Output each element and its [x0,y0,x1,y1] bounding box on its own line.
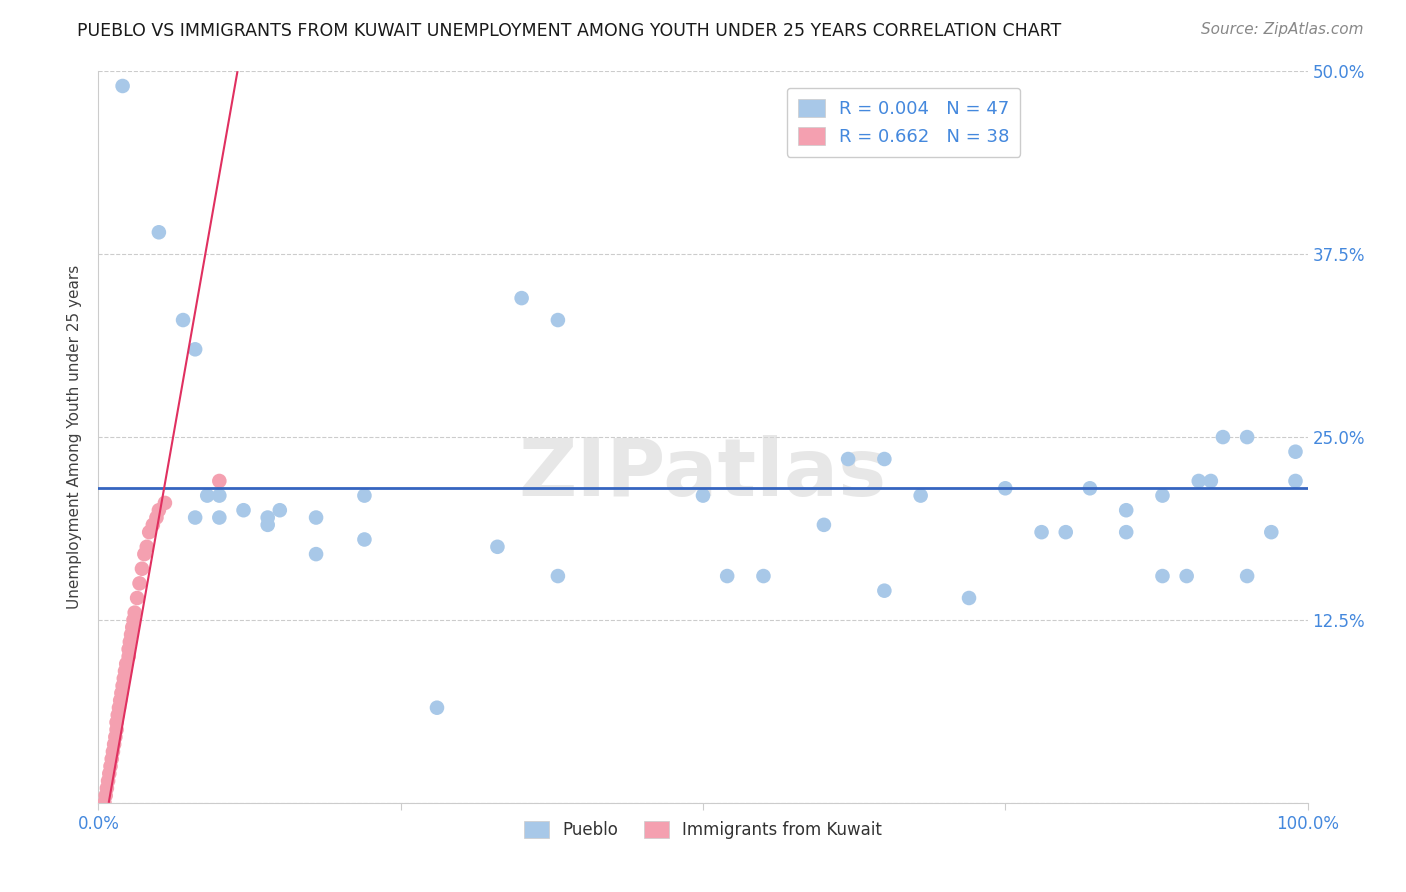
Point [142,517,165,532]
Point [1212,430,1234,444]
Point [1054,525,1077,540]
Point [115,657,138,671]
Text: Source: ZipAtlas.com: Source: ZipAtlas.com [1201,22,1364,37]
Point [1152,489,1174,503]
Point [105,715,128,730]
Point [752,569,775,583]
Point [1236,569,1258,583]
Point [110,686,132,700]
Point [1115,525,1137,540]
Point [184,343,207,357]
Point [1284,444,1306,458]
Point [100,759,122,773]
Point [1188,474,1211,488]
Point [232,503,254,517]
Point [305,547,328,561]
Point [145,510,167,524]
Point [148,503,170,517]
Point [127,591,149,605]
Y-axis label: Unemployment Among Youth under 25 years: Unemployment Among Youth under 25 years [67,265,83,609]
Point [122,613,145,627]
Point [208,474,231,488]
Point [256,517,278,532]
Point [1175,569,1198,583]
Point [138,525,160,540]
Point [103,737,125,751]
Point [910,489,932,503]
Point [107,708,129,723]
Point [269,503,291,517]
Point [305,510,328,524]
Point [98,766,121,780]
Point [716,569,738,583]
Point [93,796,115,810]
Point [104,730,127,744]
Point [184,510,207,524]
Point [256,510,278,524]
Point [994,481,1017,495]
Point [510,291,533,305]
Point [100,752,122,766]
Point [112,672,135,686]
Point [172,313,194,327]
Point [135,540,157,554]
Point [124,606,146,620]
Text: PUEBLO VS IMMIGRANTS FROM KUWAIT UNEMPLOYMENT AMONG YOUTH UNDER 25 YEARS CORRELA: PUEBLO VS IMMIGRANTS FROM KUWAIT UNEMPLO… [77,22,1062,40]
Point [118,642,141,657]
Point [837,452,859,467]
Point [101,745,124,759]
Point [128,576,150,591]
Point [97,773,120,788]
Point [1031,525,1053,540]
Point [426,700,449,714]
Point [208,489,231,503]
Point [114,664,136,678]
Point [120,627,142,641]
Point [547,569,569,583]
Point [1078,481,1101,495]
Point [353,533,375,547]
Point [148,225,170,239]
Point [957,591,980,605]
Point [873,583,896,598]
Point [486,540,509,554]
Point [94,789,117,803]
Point [1199,474,1222,488]
Point [547,313,569,327]
Point [1284,474,1306,488]
Point [1152,569,1174,583]
Point [195,489,218,503]
Point [134,547,156,561]
Point [96,781,118,796]
Point [108,700,131,714]
Point [873,452,896,467]
Point [1260,525,1282,540]
Point [692,489,714,503]
Point [208,510,231,524]
Point [111,679,134,693]
Point [118,635,141,649]
Point [105,723,128,737]
Point [131,562,153,576]
Legend: Pueblo, Immigrants from Kuwait: Pueblo, Immigrants from Kuwait [517,814,889,846]
Text: ZIPatlas: ZIPatlas [519,434,887,513]
Point [153,496,176,510]
Point [108,693,131,707]
Point [353,489,375,503]
Point [813,517,835,532]
Point [121,620,143,634]
Point [118,649,141,664]
Point [111,78,134,93]
Point [1115,503,1137,517]
Point [1236,430,1258,444]
